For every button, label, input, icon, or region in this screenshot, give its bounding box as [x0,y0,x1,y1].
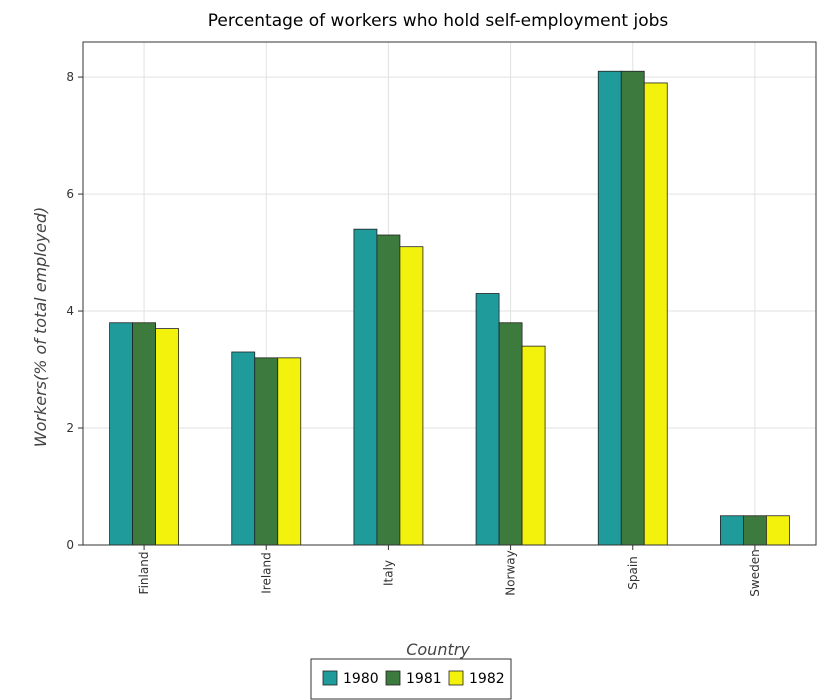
bar-1982-italy [399,246,424,546]
y-tick-label: 8 [66,70,74,84]
y-tick-label: 6 [66,187,74,201]
bar-1980-norway [475,293,500,546]
x-axis-label: Country [406,640,470,659]
x-tick-label: Ireland [259,552,273,594]
x-tick-label: Spain [626,556,640,590]
legend-swatch-1981 [385,670,401,686]
legend-label-1981: 1981 [406,671,442,687]
bar-1981-italy [376,234,401,546]
y-tick-label: 2 [66,421,74,435]
bar-1981-sweden [743,515,767,546]
bar-1980-finland [109,322,133,546]
x-tick-label: Norway [504,550,518,596]
bar-1981-spain [620,70,645,546]
bar-1982-norway [521,345,546,546]
x-tick-label: Finland [137,552,151,595]
chart-title: Percentage of workers who hold self-empl… [208,11,669,31]
bars [109,70,790,546]
bar-1982-finland [155,328,179,546]
legend: 1980 1981 1982 [310,658,512,700]
bar-1982-spain [643,82,668,546]
grid [83,42,816,546]
bar-1981-ireland [254,357,279,546]
legend-swatch-1980 [322,670,338,686]
bar-1980-ireland [231,351,256,546]
legend-label-1980: 1980 [343,671,379,687]
y-tick-label: 4 [66,304,74,318]
axes [78,41,817,550]
tick-labels: 0 2 4 6 8 Finland Ireland Italy Norway Spain Swede… [66,70,762,597]
legend-swatch-1982 [448,670,464,686]
bar-1981-norway [498,322,523,546]
y-tick-label: 0 [66,538,74,552]
bar-1980-sweden [720,515,744,546]
x-tick-label: Sweden [748,549,762,596]
y-axis-label: Workers(% of total employed) [31,207,50,447]
plot-frame [82,41,817,546]
bar-1981-finland [132,322,156,546]
bar-1982-sweden [766,515,790,546]
x-tick-label: Italy [381,560,395,586]
bar-1980-spain [597,70,622,546]
bar-1982-ireland [277,357,302,546]
legend-label-1982: 1982 [469,671,505,687]
legend-box [310,658,512,700]
bar-1980-italy [353,228,378,546]
